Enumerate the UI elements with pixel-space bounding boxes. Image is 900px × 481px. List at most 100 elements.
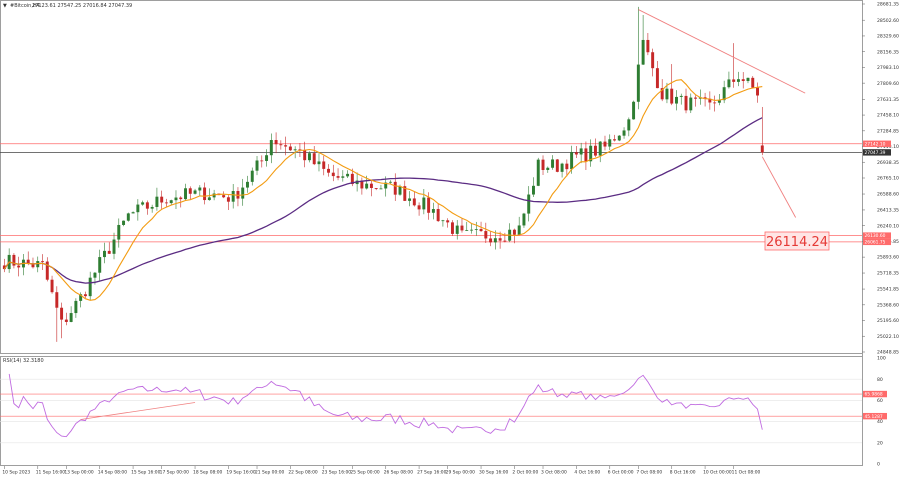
candle-body — [393, 181, 397, 195]
rsi-tick-label: 100 — [877, 356, 886, 362]
candle-body — [684, 95, 688, 111]
candle-body — [746, 77, 750, 82]
candle-body — [675, 96, 678, 104]
candle-body — [69, 313, 73, 322]
rsi-level-badge-label: 45.1287 — [865, 414, 883, 420]
candle-body — [417, 205, 421, 210]
time-tick-label: 21 Sep 00:00 — [255, 470, 285, 476]
symbol-label: #Bitcoin,H4 — [10, 3, 40, 9]
candle-body — [193, 190, 197, 194]
price-level-badge — [863, 238, 891, 246]
time-tick-label: 27 Sep 16:00 — [417, 470, 447, 476]
candle-body — [570, 152, 574, 170]
time-tick-label: 22 Sep 08:00 — [288, 470, 318, 476]
candle-body — [579, 148, 583, 155]
time-tick-label: 4 Oct 16:00 — [574, 470, 600, 476]
candle-body — [203, 187, 207, 201]
candle-body — [379, 188, 383, 190]
candle-body — [41, 261, 44, 262]
candle-body — [55, 292, 59, 308]
target-callout-box — [764, 231, 830, 251]
candle-body — [274, 140, 278, 145]
candle-body — [646, 39, 650, 53]
time-tick-label: 29 Sep 00:00 — [446, 470, 476, 476]
candle-body — [441, 220, 445, 222]
price-tick-label: 25541.85 — [877, 287, 899, 293]
candle-body — [184, 188, 187, 200]
time-tick-label: 14 Sep 08:00 — [98, 470, 128, 476]
candle-body — [117, 224, 121, 240]
candle-body — [64, 319, 68, 322]
price-tick-label: 27631.35 — [877, 97, 899, 103]
candle-body — [641, 39, 645, 65]
candle-body — [312, 153, 316, 165]
candle-body — [341, 176, 345, 178]
time-tick-label: 2 Oct 00:00 — [512, 470, 538, 476]
candle-body — [455, 225, 459, 234]
candle-body — [26, 259, 30, 264]
candle-body — [322, 161, 326, 169]
candle-body — [293, 149, 297, 151]
candle-body — [670, 88, 674, 104]
time-tick-label: 17 Sep 00:00 — [160, 470, 190, 476]
candle-body — [689, 97, 693, 111]
candle-body — [450, 222, 454, 234]
price-tick-label: 27809.60 — [877, 81, 899, 87]
candle-body — [470, 229, 473, 231]
rsi-level-badge — [863, 412, 887, 420]
candle-body — [122, 220, 126, 225]
candle-body — [613, 139, 616, 141]
time-tick-label: 11 Oct 08:00 — [732, 470, 761, 476]
price-tick-label: 27284.85 — [877, 128, 899, 134]
candle-body — [713, 102, 717, 104]
price-tick-label: 28502.60 — [877, 18, 899, 24]
candle-body — [60, 307, 64, 320]
candle-body — [241, 187, 245, 199]
candle-body — [88, 277, 92, 297]
rsi-level-badge — [863, 390, 887, 398]
candle-body — [160, 196, 164, 203]
candle-body — [365, 183, 369, 189]
candle-body — [317, 161, 321, 165]
rsi-tick-label: 0 — [877, 462, 880, 468]
candle-body — [384, 182, 388, 189]
candle-body — [584, 148, 588, 162]
candle-body — [250, 170, 254, 182]
candle-body — [479, 229, 483, 232]
candle-body — [489, 238, 493, 243]
candle-body — [555, 159, 559, 172]
candle-body — [174, 197, 178, 201]
candle-body — [246, 181, 249, 188]
candle-body — [651, 52, 655, 69]
candle-body — [336, 176, 340, 178]
time-tick-label: 7 Oct 08:00 — [636, 470, 662, 476]
candle-body — [131, 212, 135, 214]
candle-body — [736, 79, 740, 82]
target-price-label: 26114.24 — [766, 235, 828, 250]
price-level-badge-label: 26130.60 — [865, 233, 886, 239]
candle-body — [541, 159, 545, 170]
candle-body — [98, 257, 102, 273]
candle-body — [398, 186, 402, 195]
candle-body — [751, 77, 755, 88]
rsi-line — [8, 373, 763, 438]
price-tick-label: 25893.60 — [877, 255, 899, 261]
rsi-tick-label: 20 — [877, 440, 883, 446]
candle-body — [141, 202, 145, 205]
time-tick-label: 8 Oct 16:00 — [670, 470, 696, 476]
candle-body — [660, 88, 664, 100]
candle-body — [198, 187, 202, 191]
candle-body — [150, 206, 154, 209]
time-tick-label: 26 Sep 08:00 — [384, 470, 414, 476]
candle-body — [212, 193, 216, 198]
candle-body — [327, 168, 330, 173]
candle-body — [145, 202, 149, 209]
time-tick-label: 30 Sep 16:00 — [479, 470, 509, 476]
price-level-badge-label: 27047.39 — [865, 150, 886, 156]
candle-body — [93, 272, 97, 278]
candle-body — [574, 152, 578, 155]
candle-body — [164, 202, 168, 204]
time-tick-label: 6 Oct 00:00 — [608, 470, 634, 476]
